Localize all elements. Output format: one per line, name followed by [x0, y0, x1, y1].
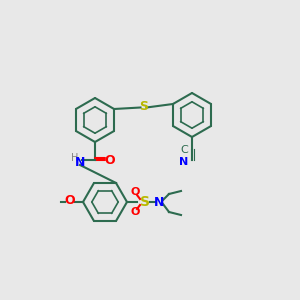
Text: O: O	[130, 187, 140, 197]
Text: O: O	[105, 154, 115, 166]
Text: O: O	[65, 194, 75, 206]
Text: H: H	[71, 153, 79, 163]
Text: S: S	[139, 100, 148, 113]
Text: O: O	[130, 207, 140, 217]
Text: C: C	[180, 145, 188, 155]
Text: N: N	[179, 157, 189, 167]
Text: N: N	[75, 155, 85, 169]
Text: S: S	[140, 195, 150, 209]
Text: N: N	[154, 196, 164, 208]
